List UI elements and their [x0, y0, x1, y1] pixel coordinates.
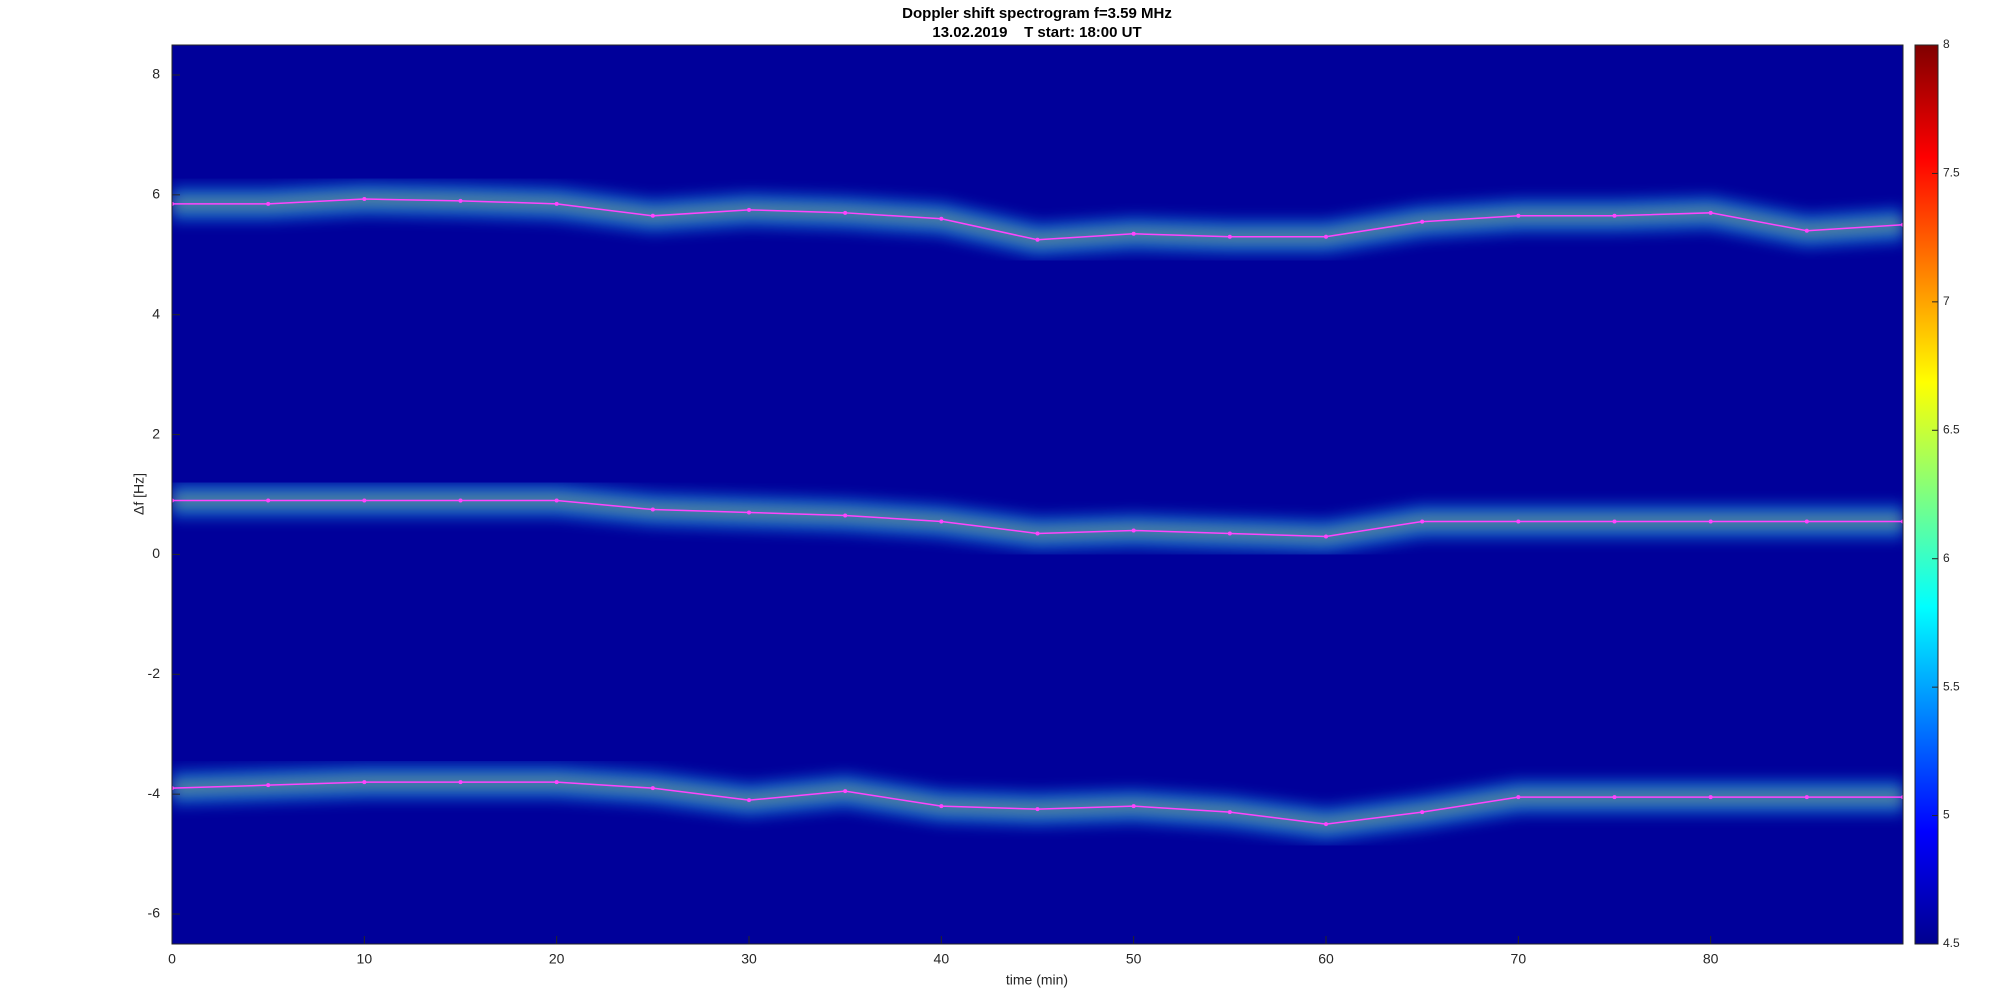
colorbar-tick-label: 5 [1943, 808, 1950, 822]
trace-point [1516, 795, 1521, 800]
trace-point [1420, 219, 1425, 224]
trace-point [1035, 531, 1040, 536]
colorbar-tick-label: 7.5 [1943, 166, 1960, 180]
trace-point [1035, 807, 1040, 812]
trace-point [1324, 534, 1328, 539]
trace-point [939, 519, 944, 524]
trace-point [1131, 804, 1136, 809]
x-tick-label: 70 [1511, 951, 1527, 967]
trace-point [747, 798, 751, 803]
y-tick-label: 0 [152, 545, 160, 561]
trace-point [1612, 795, 1617, 800]
trace-point [458, 498, 463, 503]
colorbar-tick-label: 6.5 [1943, 422, 1960, 436]
trace-point [1420, 519, 1425, 524]
x-tick-label: 60 [1318, 951, 1334, 967]
trace-point [1131, 231, 1136, 236]
trace-point [1324, 822, 1328, 827]
y-tick-label: 4 [152, 305, 160, 321]
trace-point [1227, 810, 1232, 815]
trace-point [650, 786, 655, 791]
trace-point [1708, 210, 1713, 215]
x-tick-label: 30 [741, 951, 757, 967]
colorbar-tick-label: 8 [1943, 37, 1950, 51]
x-axis-label: time (min) [1006, 972, 1068, 988]
trace-point [458, 780, 463, 785]
chart-title: Doppler shift spectrogram f=3.59 MHz [902, 5, 1172, 22]
trace-point [1612, 519, 1617, 524]
colorbar-tick-label: 4.5 [1943, 936, 1960, 950]
trace-point [1804, 228, 1809, 233]
trace-point [843, 513, 848, 518]
colorbar [1914, 44, 1939, 945]
x-tick-label: 80 [1703, 951, 1719, 967]
trace-point [747, 510, 751, 515]
trace-point [1227, 234, 1232, 239]
y-tick-label: 6 [152, 186, 160, 202]
trace-point [554, 780, 559, 785]
trace-point [747, 207, 751, 212]
axes-box [171, 44, 1904, 945]
plot-area [172, 182, 1903, 842]
y-tick-label: -6 [148, 905, 161, 921]
trace-point [1324, 234, 1328, 239]
trace-point [1612, 213, 1617, 218]
y-axis-label: Δf [Hz] [131, 473, 147, 515]
trace-point [650, 213, 655, 218]
trace-point [554, 498, 559, 503]
y-tick-label: -2 [148, 665, 161, 681]
trace-point [939, 804, 944, 809]
trace-point [1804, 519, 1809, 524]
trace-point [939, 216, 944, 221]
trace-point [1708, 795, 1713, 800]
trace-point [266, 498, 271, 503]
trace-point [843, 210, 848, 215]
x-tick-label: 40 [934, 951, 950, 967]
x-tick-label: 10 [357, 951, 373, 967]
trace-point [362, 197, 367, 202]
trace-point [1804, 795, 1809, 800]
trace-point [458, 198, 463, 203]
colorbar-tick-label: 7 [1943, 294, 1950, 308]
trace-point [1035, 237, 1040, 242]
trace-point [843, 789, 848, 794]
trace-point [1420, 810, 1425, 815]
trace-point [362, 498, 367, 503]
y-tick-label: 2 [152, 425, 160, 441]
trace-point [650, 507, 655, 512]
trace-point [266, 783, 271, 788]
trace-point [1131, 528, 1136, 533]
colorbar-tick-label: 6 [1943, 551, 1950, 565]
trace-point [1516, 213, 1521, 218]
trace-point [1516, 519, 1521, 524]
colorbar-tick-label: 5.5 [1943, 679, 1960, 693]
y-tick-label: 8 [152, 66, 160, 82]
chart-subtitle: 13.02.2019 T start: 18:00 UT [932, 24, 1141, 41]
x-tick-label: 0 [168, 951, 176, 967]
y-tick-label: -4 [148, 785, 161, 801]
x-tick-label: 50 [1126, 951, 1142, 967]
trace-point [266, 201, 271, 206]
trace-point [1708, 519, 1713, 524]
trace-point [362, 780, 367, 785]
x-tick-label: 20 [549, 951, 565, 967]
trace-point [554, 201, 559, 206]
trace-point [1227, 531, 1232, 536]
